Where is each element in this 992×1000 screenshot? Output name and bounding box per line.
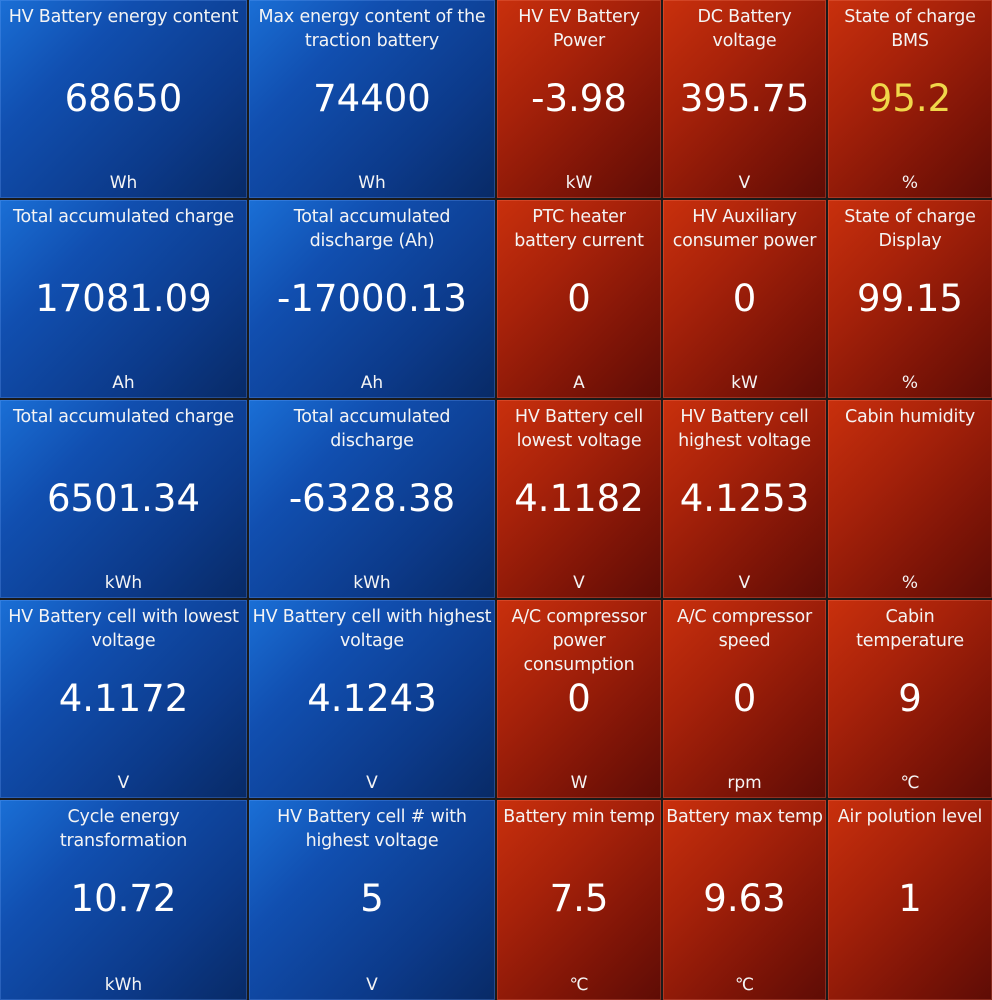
- tile-total-accumulated-discharge-kwh[interactable]: Total accumulated discharge -6328.38 kWh: [249, 400, 495, 598]
- tile-unit: kW: [731, 373, 758, 393]
- tile-label: Cabin humidity: [844, 407, 976, 427]
- tile-air-pollution-level[interactable]: Air polution level 1: [828, 800, 992, 1000]
- tile-label: Total accumulated charge: [13, 407, 234, 427]
- tile-total-accumulated-charge-kwh[interactable]: Total accumulated charge 6501.34 kWh: [0, 400, 247, 598]
- tile-label: A/C compressor speed: [676, 607, 813, 651]
- tile-value: -3.98: [531, 77, 627, 120]
- tile-value: 9: [898, 677, 922, 720]
- tile-unit: kWh: [353, 573, 391, 593]
- tile-unit: Ah: [112, 373, 135, 393]
- tile-value: 7.5: [549, 877, 609, 920]
- tile-unit: V: [366, 773, 378, 793]
- tile-value: 99.15: [857, 277, 963, 320]
- tile-label: Cycle energy transformation: [59, 807, 188, 851]
- tile-value: 4.1253: [679, 477, 810, 520]
- tile-label: HV EV Battery Power: [518, 7, 640, 51]
- tile-hv-battery-cell-lowest-voltage[interactable]: HV Battery cell lowest voltage 4.1182 V: [497, 400, 661, 598]
- tile-unit: kW: [565, 173, 593, 193]
- tile-label: State of charge Display: [844, 207, 976, 251]
- tile-label: Battery max temp: [666, 807, 823, 827]
- tile-hv-ev-battery-power[interactable]: HV EV Battery Power -3.98 kW: [497, 0, 661, 198]
- tile-label: Total accumulated charge: [13, 207, 234, 227]
- tile-label: HV Battery cell highest voltage: [678, 407, 811, 451]
- tile-unit: kWh: [104, 975, 143, 995]
- tile-value: 4.1243: [307, 677, 437, 720]
- tile-label: State of charge BMS: [844, 7, 976, 51]
- tile-hv-battery-energy-content[interactable]: HV Battery energy content 68650 Wh: [0, 0, 247, 198]
- tile-value: 4.1182: [514, 477, 644, 520]
- tile-value: -17000.13: [277, 277, 467, 320]
- tile-hv-battery-cell-with-highest-voltage[interactable]: HV Battery cell with highest voltage 4.1…: [249, 600, 495, 798]
- tile-battery-min-temp[interactable]: Battery min temp 7.5 ℃: [497, 800, 661, 1000]
- tile-unit: rpm: [727, 773, 762, 793]
- tile-value: 1: [898, 877, 922, 920]
- tile-value: 0: [732, 677, 757, 720]
- tile-label: HV Auxiliary consumer power: [672, 207, 817, 251]
- tile-unit: V: [738, 573, 751, 593]
- tile-unit: Wh: [109, 173, 138, 193]
- tile-hv-battery-cell-highest-voltage[interactable]: HV Battery cell highest voltage 4.1253 V: [663, 400, 826, 598]
- tile-value: 5: [360, 877, 384, 920]
- tile-unit: %: [901, 173, 919, 193]
- tile-battery-max-temp[interactable]: Battery max temp 9.63 ℃: [663, 800, 826, 1000]
- tile-label: HV Battery cell with highest voltage: [252, 607, 492, 651]
- tile-cabin-temperature[interactable]: Cabin temperature 9 ℃: [828, 600, 992, 798]
- tile-unit: ℃: [569, 975, 589, 995]
- tile-hv-battery-cell-number-highest-voltage[interactable]: HV Battery cell # with highest voltage 5…: [249, 800, 495, 1000]
- tile-value: 17081.09: [35, 277, 212, 320]
- tile-value: 95.2: [868, 77, 952, 120]
- tile-unit: ℃: [734, 975, 755, 995]
- tile-value: 9.63: [703, 877, 786, 920]
- tile-hv-auxiliary-consumer-power[interactable]: HV Auxiliary consumer power 0 kW: [663, 200, 826, 398]
- tile-label: Total accumulated discharge (Ah): [293, 207, 451, 251]
- tile-state-of-charge-display[interactable]: State of charge Display 99.15 %: [828, 200, 992, 398]
- tile-value: 74400: [313, 77, 431, 120]
- tile-dc-battery-voltage[interactable]: DC Battery voltage 395.75 V: [663, 0, 826, 198]
- tile-cycle-energy-transformation[interactable]: Cycle energy transformation 10.72 kWh: [0, 800, 247, 1000]
- tile-unit: %: [901, 373, 919, 393]
- tile-label: PTC heater battery current: [514, 207, 644, 251]
- tile-unit: V: [117, 773, 130, 793]
- tile-label: DC Battery voltage: [697, 7, 792, 51]
- tile-unit: %: [901, 573, 919, 593]
- tile-label: HV Battery cell lowest voltage: [514, 407, 644, 451]
- tile-hv-battery-cell-with-lowest-voltage[interactable]: HV Battery cell with lowest voltage 4.11…: [0, 600, 247, 798]
- tile-total-accumulated-charge-ah[interactable]: Total accumulated charge 17081.09 Ah: [0, 200, 247, 398]
- tile-state-of-charge-bms[interactable]: State of charge BMS 95.2 %: [828, 0, 992, 198]
- tile-label: Battery min temp: [503, 807, 655, 827]
- tile-unit: Wh: [358, 173, 386, 193]
- tile-cabin-humidity[interactable]: Cabin humidity %: [828, 400, 992, 598]
- tile-value: 6501.34: [46, 477, 200, 520]
- tile-label: Total accumulated discharge: [293, 407, 451, 451]
- tile-value: -6328.38: [288, 477, 456, 520]
- tile-value: 0: [567, 677, 591, 720]
- tile-max-energy-content[interactable]: Max energy content of the traction batte…: [249, 0, 495, 198]
- tile-label: Cabin temperature: [856, 607, 964, 651]
- tile-ac-compressor-speed[interactable]: A/C compressor speed 0 rpm: [663, 600, 826, 798]
- tile-unit: W: [570, 773, 588, 793]
- tile-label: HV Battery cell with lowest voltage: [8, 607, 239, 651]
- tile-label: HV Battery energy content: [8, 7, 239, 27]
- tile-ptc-heater-battery-current[interactable]: PTC heater battery current 0 A: [497, 200, 661, 398]
- tile-value: 4.1172: [58, 677, 189, 720]
- tile-unit: ℃: [900, 773, 920, 793]
- tile-label: A/C compressor power consumption: [511, 607, 647, 675]
- tile-value: 0: [567, 277, 591, 320]
- tile-unit: V: [366, 975, 378, 995]
- tile-label: HV Battery cell # with highest voltage: [277, 807, 467, 851]
- tile-ac-compressor-power-consumption[interactable]: A/C compressor power consumption 0 W: [497, 600, 661, 798]
- tile-unit: V: [573, 573, 585, 593]
- tile-total-accumulated-discharge-ah[interactable]: Total accumulated discharge (Ah) -17000.…: [249, 200, 495, 398]
- tile-unit: A: [573, 373, 585, 393]
- tile-value: 395.75: [679, 77, 810, 120]
- tile-unit: Ah: [360, 373, 384, 393]
- tile-value: 10.72: [70, 877, 177, 920]
- tile-label: Air polution level: [837, 807, 983, 827]
- tile-unit: V: [738, 173, 751, 193]
- tile-value: 68650: [64, 77, 183, 120]
- tile-label: Max energy content of the traction batte…: [258, 7, 486, 51]
- tile-unit: kWh: [104, 573, 143, 593]
- tile-value: 0: [732, 277, 757, 320]
